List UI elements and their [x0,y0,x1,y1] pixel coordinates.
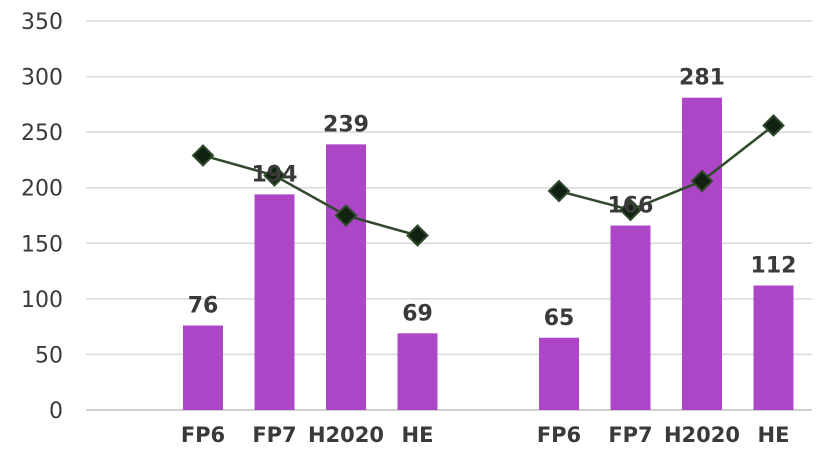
y-tick-label: 300 [21,66,63,91]
category-label: FP7 [608,423,652,447]
y-tick-label: 250 [21,121,63,146]
line-marker-he-group-1 [406,224,429,247]
bar-value-label: 69 [402,301,433,326]
bar-he-group-1 [397,333,438,410]
line-marker-fp7-group-2 [619,198,642,222]
bar-fp7-group-2 [610,225,651,410]
line-marker-h2020-group-1 [334,204,358,227]
y-tick-label: 150 [21,232,63,257]
line-marker-fp6-group-1 [191,144,215,167]
category-label: H2020 [664,423,740,447]
y-tick-label: 200 [21,177,63,202]
category-label: HE [402,423,434,447]
bar-value-label: 194 [252,162,298,187]
bars [183,97,794,410]
y-tick-label: 100 [21,288,63,313]
y-tick-label: 50 [35,343,63,368]
category-label: FP6 [181,423,225,447]
bar-fp6-group-1 [183,325,223,410]
bar-h2020-group-1 [326,144,366,410]
bar-value-label: 112 [751,254,797,279]
category-label: FP7 [252,423,296,447]
y-tick-label: 0 [49,399,63,424]
bar-value-label: 65 [544,306,575,331]
bar-value-label: 76 [188,294,219,319]
line-marker-fp7-group-1 [263,164,286,187]
bar-value-label: 281 [679,66,725,91]
y-axis-tick-labels: 0 50 100 150 200 250 300 350 [21,10,63,424]
line-series-group-1 [202,154,418,237]
y-tick-label: 350 [21,10,63,35]
series-lines [202,124,775,237]
bar-value-label: 166 [608,194,654,219]
category-label: H2020 [308,423,384,447]
bar-fp6-group-2 [539,337,579,410]
line-marker-fp6-group-2 [547,179,571,203]
bar-fp7-group-1 [254,194,295,410]
series-markers [191,114,785,247]
line-marker-h2020-group-2 [690,169,714,193]
data-labels: 76 194 239 69 65 166 281 112 [188,66,797,331]
x-axis-category-labels: FP6 FP7 H2020 HE FP6 FP7 H2020 HE [181,423,790,447]
category-label: HE [758,423,790,447]
bar-value-label: 239 [323,112,369,137]
bar-h2020-group-2 [682,97,722,410]
category-label: FP6 [537,423,581,447]
line-series-group-2 [558,124,775,212]
bar-he-group-2 [753,285,794,410]
line-marker-he-group-2 [762,114,785,137]
